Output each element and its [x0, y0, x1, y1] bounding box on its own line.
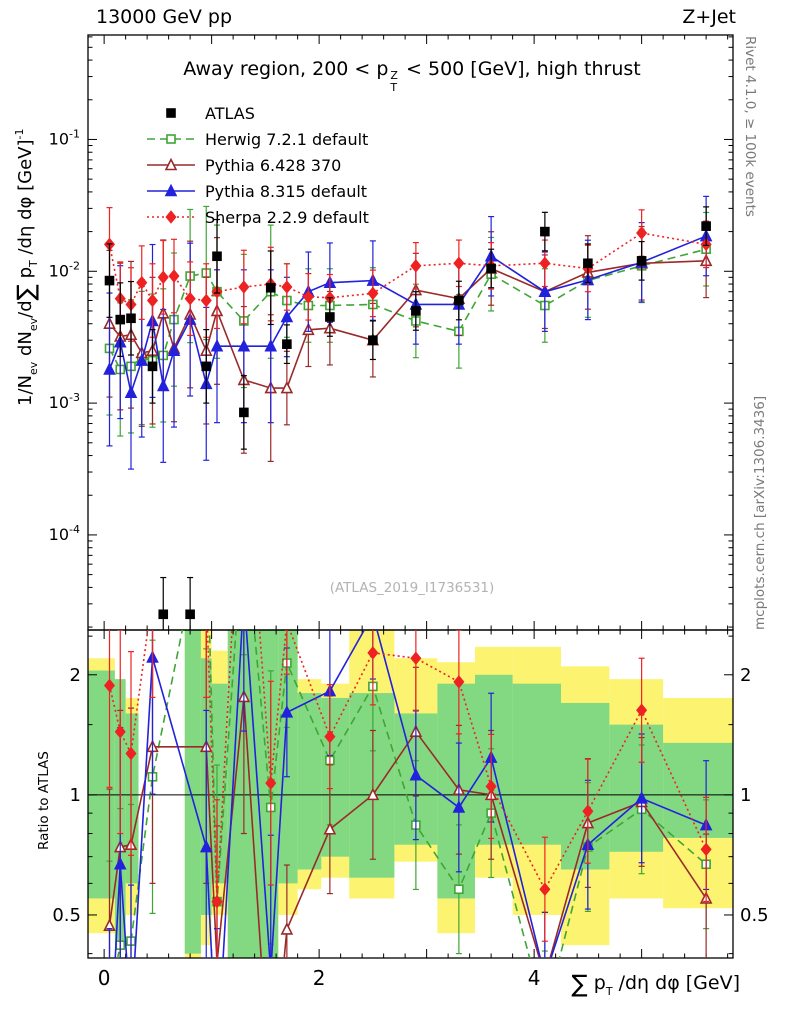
legend-label: Herwig 7.2.1 default: [205, 129, 369, 149]
legend-item-atlas: ATLAS: [146, 100, 369, 126]
legend-label: Sherpa 2.2.9 default: [205, 207, 369, 227]
svg-text:2: 2: [740, 665, 751, 686]
process-label: Z+Jet: [682, 6, 736, 28]
svg-text:2: 2: [70, 665, 81, 686]
ylabel-part: p: [15, 267, 36, 285]
main-series-herwig-7-2-1-default: [104, 205, 711, 437]
svg-text:10-3: 10-3: [49, 391, 80, 412]
svg-text:0.5: 0.5: [52, 905, 81, 926]
legend-marker-sherpa-2-2-9-default-icon: [147, 210, 195, 224]
svg-text:2: 2: [313, 966, 326, 990]
legend-marker-herwig-7-2-1-default-icon: [147, 134, 195, 144]
sum-symbol: ∑: [571, 970, 588, 998]
axes-ticks: [88, 35, 733, 958]
plot-title-text-post: < 500 [GeV], high thrust: [399, 58, 641, 80]
ylabel-part: /d: [15, 300, 36, 318]
ratio-series-sherpa-2-2-9-default: [103, 630, 712, 958]
y-axis-label-main: 1/Nev dNev/d∑ pT /dη dφ [GeV]-1: [12, 129, 40, 406]
ylabel-sub: ev: [27, 317, 40, 332]
legend-item-pythia-6-428-370: Pythia 6.428 370: [146, 152, 369, 178]
mcplots-arxiv-note: mcplots.cern.ch [arXiv:1306.3436]: [752, 395, 768, 630]
svg-text:10-2: 10-2: [49, 259, 80, 280]
svg-text:0: 0: [98, 966, 111, 990]
xlabel-sub: T: [605, 985, 613, 998]
main-series-atlas: [104, 206, 711, 630]
ylabel-sub: T: [27, 260, 40, 267]
svg-text:1: 1: [70, 785, 81, 806]
legend-label: ATLAS: [205, 103, 255, 123]
beam-energy-label: 13000 GeV pp: [96, 6, 233, 28]
plot-title-text-pre: Away region, 200 < p: [183, 58, 389, 80]
legend-marker-atlas-icon: [166, 108, 176, 118]
legend-marker-pythia-6-428-370-icon: [147, 157, 195, 171]
superscript-z: Z: [390, 69, 398, 82]
svg-text:0.5: 0.5: [740, 905, 769, 926]
ylabel-sub: ev: [27, 361, 40, 376]
ratio-panel-frame: [87, 629, 734, 959]
main-series-pythia-8-315-default: [103, 195, 713, 470]
rivet-version-note: Rivet 4.1.0, ≥ 100k events: [742, 36, 758, 217]
y-axis-label-ratio: Ratio to ATLAS: [36, 751, 52, 850]
svg-text:10-1: 10-1: [49, 127, 80, 148]
ylabel-sup: -1: [13, 128, 26, 140]
legend: ATLAS Herwig 7.2.1 default Pythia 6.428 37…: [146, 100, 369, 230]
sum-symbol: ∑: [12, 284, 40, 301]
svg-text:10-4: 10-4: [49, 523, 80, 544]
legend-marker-pythia-8-315-default-icon: [147, 183, 195, 197]
svg-text:4: 4: [528, 966, 541, 990]
legend-item-sherpa-2-2-9-default: Sherpa 2.2.9 default: [146, 204, 369, 230]
xlabel-part: /dη dφ [GeV]: [612, 972, 740, 994]
ylabel-part: /dη dφ [GeV]: [15, 139, 36, 261]
legend-item-herwig-7-2-1-default: Herwig 7.2.1 default: [146, 126, 369, 152]
legend-label: Pythia 8.315 default: [205, 181, 368, 201]
legend-label: Pythia 6.428 370: [205, 155, 342, 175]
x-axis-label: ∑ pT /dη dφ [GeV]: [572, 970, 740, 998]
legend-item-pythia-8-315-default: Pythia 8.315 default: [146, 178, 369, 204]
analysis-id-watermark: (ATLAS_2019_I1736531): [329, 580, 495, 596]
ylabel-part: 1/N: [15, 375, 36, 406]
ylabel-part: dN: [15, 331, 36, 362]
ratio-uncertainty-bands: [88, 630, 733, 958]
svg-text:1: 1: [740, 785, 751, 806]
subscript-t: T: [390, 80, 398, 94]
xlabel-part: p: [587, 972, 606, 994]
